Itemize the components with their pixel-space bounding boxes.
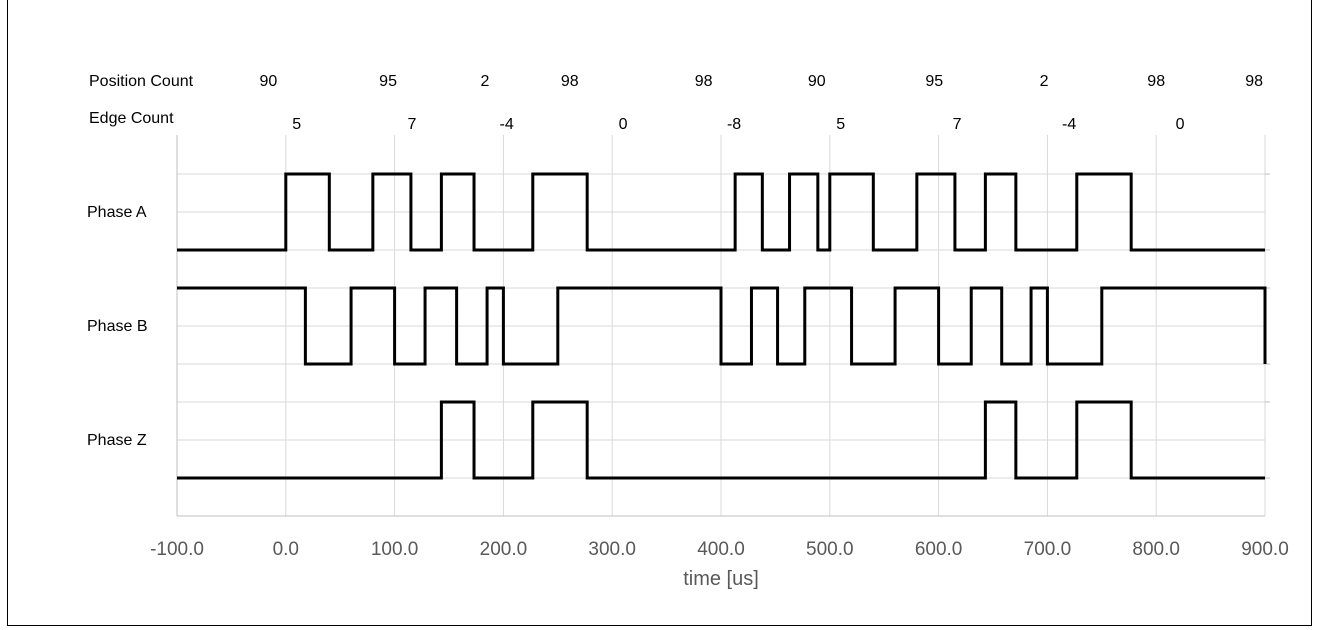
edge-count-value: -4 — [500, 116, 514, 133]
x-tick-label: 200.0 — [480, 539, 528, 560]
phase-z-label: Phase Z — [87, 432, 147, 449]
phase-z-trace — [177, 400, 1265, 480]
edge-count-label: Edge Count — [89, 110, 174, 127]
x-tick-label: 900.0 — [1241, 539, 1289, 560]
position-count-values: 90 95 2 98 98 90 95 2 98 98 — [259, 73, 1263, 90]
x-tick-label: -100.0 — [150, 539, 204, 560]
x-tick-labels: -100.0 0.0 100.0 200.0 300.0 400.0 500.0 600.0 7… — [150, 539, 1289, 560]
edge-count-value: 0 — [619, 116, 628, 133]
chart-frame — [7, 0, 1312, 626]
position-count-value: 90 — [808, 73, 826, 90]
edge-count-value: 5 — [836, 116, 845, 133]
phase-a-label: Phase A — [87, 204, 147, 221]
edge-count-value: 7 — [953, 116, 962, 133]
grid-lines — [176, 135, 1270, 517]
x-tick-label: 400.0 — [697, 539, 745, 560]
position-count-value: 95 — [925, 73, 943, 90]
x-tick-label: 100.0 — [371, 539, 419, 560]
edge-count-value: 7 — [408, 116, 417, 133]
phase-b-trace — [177, 286, 1267, 366]
position-count-value: 2 — [1040, 73, 1049, 90]
row-labels: Position Count Edge Count — [89, 73, 194, 127]
phase-b-label: Phase B — [87, 318, 147, 335]
x-tick-label: 500.0 — [806, 539, 854, 560]
edge-count-value: -8 — [727, 116, 741, 133]
position-count-value: 2 — [480, 73, 489, 90]
x-axis-title: time [us] — [683, 568, 759, 590]
edge-count-value: 5 — [292, 116, 301, 133]
x-tick-label: 700.0 — [1024, 539, 1072, 560]
x-tick-label: 600.0 — [915, 539, 963, 560]
position-count-value: 95 — [379, 73, 397, 90]
position-count-label: Position Count — [89, 73, 194, 90]
x-tick-label: 0.0 — [273, 539, 299, 560]
signal-traces: Phase A Phase B Phase Z — [87, 172, 1267, 480]
position-count-value: 98 — [561, 73, 579, 90]
edge-count-values: 5 7 -4 0 -8 5 7 -4 0 — [292, 116, 1184, 133]
position-count-value: 98 — [1147, 73, 1165, 90]
position-count-value: 98 — [695, 73, 713, 90]
x-tick-label: 300.0 — [588, 539, 636, 560]
position-count-value: 90 — [259, 73, 277, 90]
phase-a-trace — [177, 172, 1265, 252]
edge-count-value: -4 — [1062, 116, 1076, 133]
position-count-value: 98 — [1245, 73, 1263, 90]
edge-count-value: 0 — [1176, 116, 1185, 133]
x-tick-label: 800.0 — [1132, 539, 1180, 560]
